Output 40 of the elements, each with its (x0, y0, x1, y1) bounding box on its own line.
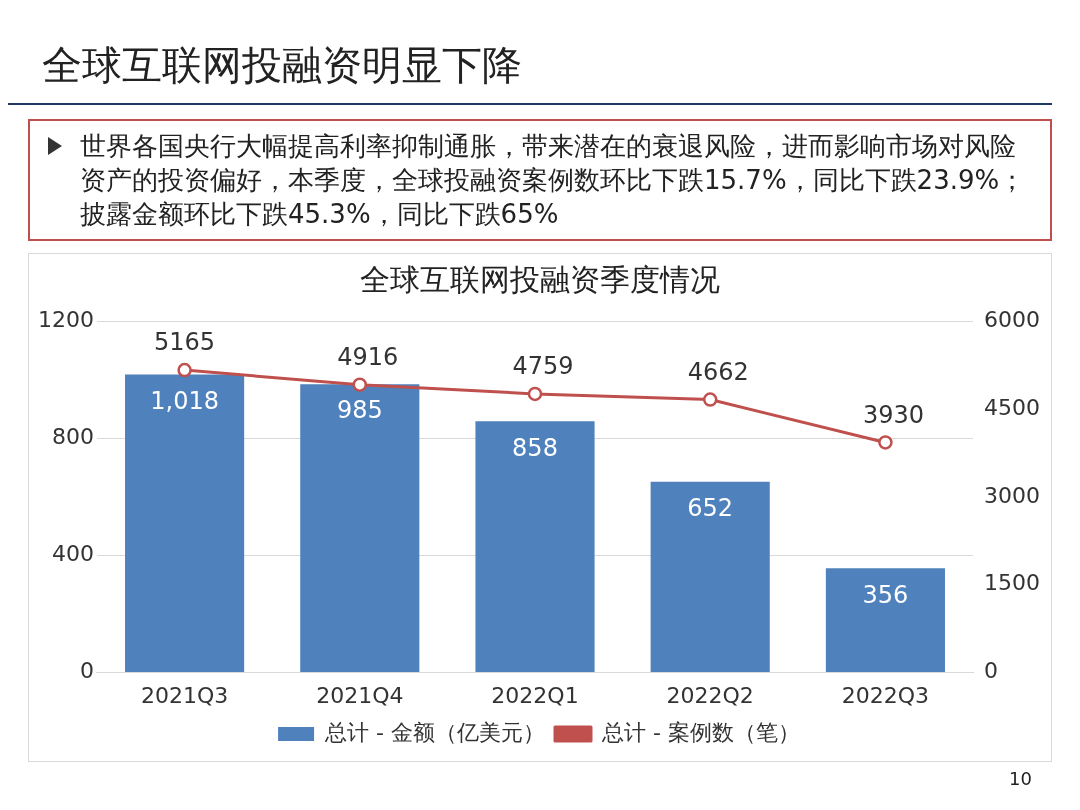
legend-label: 总计 - 案例数（笔） (601, 719, 800, 745)
y2-tick-label: 6000 (984, 306, 1041, 332)
y-tick-label: 0 (79, 658, 94, 684)
chart-title: 全球互联网投融资明显下降 (8, 8, 1052, 105)
x-tick-label: 2021Q4 (316, 682, 404, 708)
legend-label: 总计 - 金额（亿美元） (324, 719, 546, 745)
y-tick-label: 800 (51, 424, 94, 450)
x-tick-label: 2021Q3 (140, 682, 229, 708)
point (177, 362, 192, 378)
y-tick-label: 1200 (37, 306, 94, 332)
y2-tick-label: 4500 (984, 394, 1041, 420)
bar (825, 568, 945, 673)
y2-tick-label: 0 (984, 658, 999, 684)
data-label: 356 (862, 580, 909, 609)
y-tick-label: 400 (51, 541, 94, 567)
data-label: 3930 (862, 400, 924, 429)
point (352, 377, 368, 392)
text: 全球互联网投融资季度情况 (359, 261, 721, 299)
x-tick-label: 2022Q2 (666, 682, 754, 708)
text: 10 (1008, 767, 1033, 791)
x-tick-label: 2022Q3 (841, 682, 930, 708)
data-label: 858 (512, 433, 558, 462)
x-tick-label: 2022Q1 (491, 682, 579, 708)
data-label: 5165 (154, 328, 216, 357)
y2-tick-label: 1500 (984, 570, 1041, 596)
data-label: 4662 (687, 357, 749, 386)
y2-tick-label: 3000 (984, 482, 1041, 508)
data-label: 4759 (512, 352, 574, 381)
bar (300, 384, 420, 673)
point (878, 435, 893, 450)
data-label: 1,018 (150, 386, 219, 415)
chart-subtitle: 世界各国央行大幅提高利率抑制通胀，带来潜在的衰退风险，进而影响市场对风险资产的投资偏好，本季度，全球投融资案例数环比下跌15.7%，同比下跌23.9%；披露金额环比下跌45.3%，同比下跌65% (80, 131, 1026, 229)
point (702, 392, 718, 407)
point (527, 386, 543, 402)
bar (125, 374, 245, 673)
data-label: 4916 (337, 342, 399, 371)
bar (475, 421, 595, 673)
data-label: 652 (687, 493, 734, 522)
data-label: 985 (336, 396, 383, 425)
bar (650, 481, 770, 673)
